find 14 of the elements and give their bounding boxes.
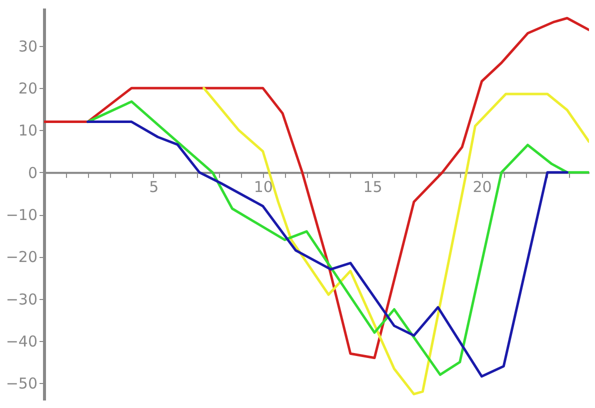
x-tick-label: 5 xyxy=(149,178,159,196)
y-tick-label: −30 xyxy=(6,290,38,308)
y-tick-label: 30 xyxy=(18,37,38,56)
y-tick-label: −40 xyxy=(6,332,38,350)
y-tick-label: −20 xyxy=(6,248,38,266)
y-tick-label: 20 xyxy=(18,80,38,98)
y-tick-label: −50 xyxy=(6,374,38,393)
x-tick-label: 15 xyxy=(363,178,382,196)
x-tick-label: 10 xyxy=(254,178,273,196)
y-tick-label: 0 xyxy=(28,164,38,182)
y-tick-label: −10 xyxy=(6,206,38,224)
y-tick-label: 10 xyxy=(18,122,38,140)
line-series xyxy=(202,86,589,396)
x-tick-label: 20 xyxy=(472,178,492,196)
